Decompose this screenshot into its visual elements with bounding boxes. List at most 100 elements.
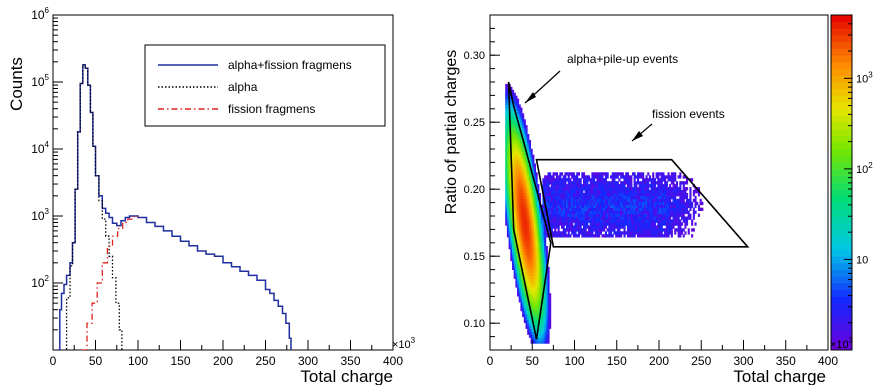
y-axis-label: Ratio of partial charges <box>443 50 460 215</box>
heatmap-cell <box>643 207 646 211</box>
heatmap-cell <box>648 207 651 211</box>
heatmap-cell <box>544 195 547 200</box>
heatmap-cell <box>686 216 689 220</box>
heatmap-cell <box>677 231 680 235</box>
heatmap-cell <box>528 219 531 223</box>
heatmap-cell <box>510 187 513 191</box>
heatmap-cell <box>647 193 650 197</box>
heatmap-cell <box>525 299 528 303</box>
heatmap-cell <box>632 207 635 211</box>
heatmap-cell <box>522 122 525 126</box>
heatmap-cell <box>506 122 509 126</box>
heatmap-cell <box>506 95 509 99</box>
heatmap-cell <box>616 184 619 188</box>
heatmap-cell <box>530 237 533 241</box>
heatmap-cell <box>667 207 670 211</box>
heatmap-cell <box>604 195 607 200</box>
heatmap-cell <box>677 234 680 238</box>
heatmap-cell <box>650 193 653 197</box>
heatmap-cell <box>594 222 597 226</box>
heatmap-cell <box>539 331 542 335</box>
heatmap-cell <box>657 222 660 226</box>
heatmap-cell <box>549 319 552 323</box>
heatmap-cell <box>555 216 558 220</box>
heatmap-cell <box>545 198 548 203</box>
y-axis-label: Counts <box>7 57 26 111</box>
heatmap-cell <box>584 187 587 191</box>
heatmap-cell <box>652 213 655 217</box>
heatmap-cell <box>643 219 646 223</box>
heatmap-cell <box>581 213 584 217</box>
heatmap-cell <box>562 222 565 226</box>
heatmap-cell <box>537 184 540 188</box>
heatmap-cell <box>679 213 682 217</box>
heatmap-cell <box>525 237 528 241</box>
heatmap-cell <box>594 234 597 238</box>
heatmap-cell <box>544 193 547 197</box>
heatmap-cell <box>542 204 545 208</box>
heatmap-cell <box>508 154 511 158</box>
heatmap-cell <box>623 228 626 232</box>
heatmap-cell <box>505 142 508 147</box>
heatmap-cell <box>535 219 538 223</box>
heatmap-cell <box>537 198 540 203</box>
y-tick-label: 0.10 <box>464 318 485 330</box>
heatmap-cell <box>506 139 509 144</box>
heatmap-cell <box>522 293 525 297</box>
heatmap-cell <box>664 195 667 200</box>
colorbar-segment <box>831 195 852 203</box>
heatmap-cell <box>513 169 516 173</box>
heatmap-cell <box>537 225 540 229</box>
heatmap-cell <box>620 213 623 217</box>
heatmap-cell <box>611 193 614 197</box>
heatmap-cell <box>669 228 672 232</box>
heatmap-cell <box>633 193 636 197</box>
heatmap-cell <box>616 201 619 206</box>
heatmap-cell <box>515 154 518 158</box>
heatmap-cell <box>630 187 633 191</box>
heatmap-cell <box>535 198 538 203</box>
colorbar-segment <box>831 209 852 217</box>
heatmap-cell <box>515 281 518 285</box>
heatmap-cell <box>632 204 635 208</box>
heatmap-cells <box>505 83 704 344</box>
heatmap-cell <box>542 249 545 253</box>
heatmap-cell <box>598 222 601 226</box>
heatmap-cell <box>618 234 621 238</box>
heatmap-cell <box>660 175 663 179</box>
heatmap-cell <box>542 269 545 273</box>
heatmap-cell <box>523 169 526 173</box>
heatmap-cell <box>515 228 518 232</box>
heatmap-cell <box>537 334 540 338</box>
heatmap-cell <box>640 190 643 194</box>
heatmap-cell <box>643 193 646 197</box>
heatmap-cell <box>579 219 582 223</box>
heatmap-cell <box>642 178 645 182</box>
heatmap-cell <box>515 148 518 152</box>
heatmap-cell <box>604 207 607 211</box>
heatmap-cell <box>667 201 670 206</box>
heatmap-cell <box>566 172 569 176</box>
heatmap-cell <box>637 204 640 208</box>
heatmap-cell <box>664 204 667 208</box>
heatmap-cell <box>591 184 594 188</box>
heatmap-cell <box>672 219 675 223</box>
heatmap-cell <box>535 305 538 309</box>
heatmap-cell <box>659 201 662 206</box>
heatmap-cell <box>577 210 580 214</box>
heatmap-cell <box>667 190 670 194</box>
heatmap-cell <box>564 190 567 194</box>
heatmap-cell <box>535 181 538 185</box>
heatmap-cell <box>662 213 665 217</box>
heatmap-cell <box>604 219 607 223</box>
heatmap-cell <box>650 204 653 208</box>
heatmap-cell <box>506 225 509 229</box>
heatmap-cell <box>522 119 525 123</box>
heatmap-cell <box>522 240 525 244</box>
heatmap-cell <box>520 166 523 170</box>
heatmap-cell <box>664 178 667 182</box>
heatmap-cell <box>694 210 697 214</box>
heatmap-cell <box>554 184 557 188</box>
heatmap-cell <box>508 207 511 211</box>
heatmap-cell <box>557 198 560 203</box>
